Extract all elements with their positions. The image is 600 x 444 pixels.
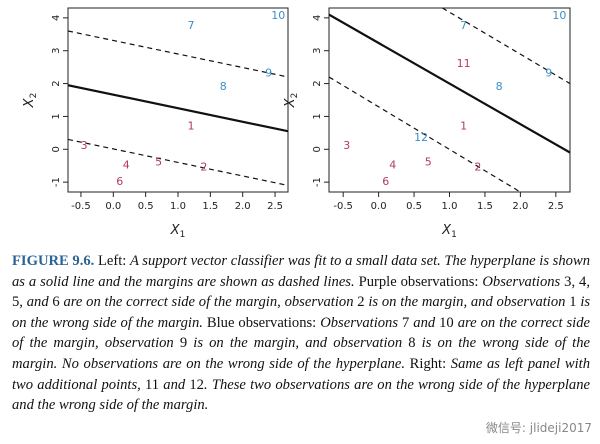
- observation-5: 5: [155, 155, 162, 168]
- y-tick-label: 2: [312, 80, 323, 86]
- x-axis-label-subscript: 1: [180, 230, 186, 240]
- observation-3: 3: [81, 139, 88, 152]
- plot-lines: [329, 8, 570, 192]
- y-tick-label: 2: [51, 80, 62, 86]
- plot-lines: [68, 30, 288, 187]
- observation-12: 12: [414, 131, 428, 144]
- x-axis-label-subscript: 1: [451, 230, 457, 240]
- y-tick-label: 0: [51, 146, 62, 152]
- observation-5: 5: [425, 155, 432, 168]
- observation-8: 8: [496, 80, 503, 93]
- x-tick-label: 0.0: [105, 201, 121, 212]
- x-tick-label: 1.5: [202, 201, 218, 212]
- x-tick-label: 0.0: [371, 201, 387, 212]
- observation-2: 2: [200, 160, 207, 173]
- y-axis-label: X2: [283, 93, 300, 109]
- x-tick-label: 2.0: [512, 201, 528, 212]
- observation-4: 4: [389, 159, 396, 172]
- y-tick-label: 1: [312, 113, 323, 119]
- x-axis-label: X1: [170, 223, 186, 240]
- observation-9: 9: [265, 67, 272, 80]
- y-tick-label: 4: [51, 15, 62, 21]
- y-axis-label: X2: [22, 93, 39, 109]
- y-tick-label: 3: [312, 48, 323, 54]
- observation-1: 1: [460, 119, 467, 132]
- x-axis-label: X1: [441, 223, 457, 240]
- margin-line: [68, 30, 288, 78]
- figure-caption: FIGURE 9.6. Left: A support vector class…: [12, 253, 591, 414]
- left-panel: -0.5 0.0 0.5 1.0 1.5 2.0 2.5 -1 0 1 2 3 4 X1 X2 1 2 3 4 5 6 7…: [22, 7, 289, 240]
- x-tick-label: 1.5: [477, 201, 493, 212]
- observation-7: 7: [187, 19, 194, 32]
- observation-4: 4: [123, 159, 130, 172]
- figure-label: FIGURE 9.6.: [12, 253, 95, 269]
- y-tick-label: -1: [51, 177, 62, 187]
- observation-10: 10: [552, 9, 566, 22]
- x-tick-label: 1.0: [170, 201, 186, 212]
- margin-line: [68, 138, 288, 187]
- observation-11: 11: [457, 57, 471, 70]
- hyperplane-line: [68, 84, 288, 133]
- y-axis-label-subscript: 2: [29, 93, 39, 99]
- x-tick-label: 0.5: [406, 201, 422, 212]
- y-tick-label: 3: [51, 48, 62, 54]
- y-tick-label: 0: [312, 146, 323, 152]
- x-tick-label: 2.5: [267, 201, 283, 212]
- observation-6: 6: [116, 175, 123, 188]
- watermark: 微信号: jlideji2017: [485, 421, 592, 435]
- x-tick-label: 2.5: [548, 201, 564, 212]
- x-tick-label: 2.0: [235, 201, 251, 212]
- y-tick-label: 1: [51, 113, 62, 119]
- observation-8: 8: [220, 80, 227, 93]
- plot-frame: [67, 7, 289, 193]
- observation-2: 2: [474, 160, 481, 173]
- margin-line: [442, 8, 570, 85]
- x-tick-label: -0.5: [71, 201, 91, 212]
- y-tick-label: 4: [312, 15, 323, 21]
- y-tick-label: -1: [312, 177, 323, 187]
- observation-10: 10: [271, 9, 285, 22]
- observation-7: 7: [460, 19, 467, 32]
- x-tick-label: 1.0: [442, 201, 458, 212]
- x-tick-label: -0.5: [333, 201, 353, 212]
- hyperplane-line: [329, 13, 570, 154]
- observation-3: 3: [343, 139, 350, 152]
- margin-line: [329, 76, 521, 192]
- observation-9: 9: [545, 67, 552, 80]
- observation-6: 6: [382, 175, 389, 188]
- y-axis-label-subscript: 2: [290, 93, 300, 99]
- x-tick-label: 0.5: [138, 201, 154, 212]
- observation-1: 1: [187, 119, 194, 132]
